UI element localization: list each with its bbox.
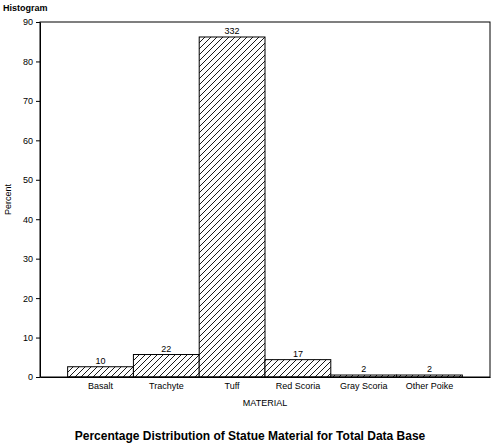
y-tick-mark: [36, 377, 40, 378]
y-tick: 90: [23, 17, 40, 27]
bars: [68, 37, 463, 377]
y-tick-label: 90: [23, 17, 33, 27]
count-label: 2: [427, 364, 432, 374]
y-tick: 80: [23, 57, 40, 67]
chart-title: Percentage Distribution of Statue Materi…: [75, 429, 426, 443]
x-tick-label: Other Poike: [406, 381, 454, 391]
x-tick-label: Gray Scoria: [340, 381, 388, 391]
x-tick: Tuff: [225, 381, 241, 391]
count-labels: 10223321722: [96, 26, 432, 374]
bar: [133, 355, 199, 377]
y-tick-label: 30: [23, 254, 33, 264]
y-tick: 20: [23, 293, 40, 303]
y-axis: 0 10 20 30 40 50 60 70 80 90: [23, 17, 41, 382]
y-tick-mark: [36, 219, 40, 220]
count-label: 332: [225, 26, 240, 36]
x-tick-label: Trachyte: [149, 381, 184, 391]
x-tick-label: Basalt: [88, 381, 114, 391]
y-tick-mark: [36, 61, 40, 62]
y-axis-line: [40, 23, 41, 378]
y-tick-label: 50: [23, 175, 33, 185]
y-tick: 30: [23, 254, 40, 264]
y-tick-label: 0: [28, 372, 33, 382]
x-tick-label: Tuff: [225, 381, 241, 391]
y-tick-label: 10: [23, 333, 33, 343]
chart-container: 0 10 20 30 40 50 60 70 80 90 Basalt Trachyte Tuff Red…: [0, 0, 500, 448]
y-tick: 60: [23, 136, 40, 146]
plot: 0 10 20 30 40 50 60 70 80 90 Basalt Trachyte Tuff Red…: [23, 17, 491, 391]
y-tick: 10: [23, 333, 40, 343]
y-tick: 70: [23, 96, 40, 106]
x-tick: Gray Scoria: [340, 381, 388, 391]
y-tick-mark: [36, 338, 40, 339]
chart-svg: 0 10 20 30 40 50 60 70 80 90 Basalt Trachyte Tuff Red…: [0, 0, 500, 448]
x-axis-line: [41, 377, 491, 378]
x-tick: Red Scoria: [276, 381, 321, 391]
x-tick: Trachyte: [149, 381, 184, 391]
y-tick: 0: [28, 372, 40, 382]
plot-frame: [40, 22, 490, 377]
x-axis-title: MATERIAL: [243, 398, 287, 408]
y-axis-title: Percent: [3, 183, 13, 215]
y-tick-mark: [36, 180, 40, 181]
x-tick: Other Poike: [406, 381, 454, 391]
y-tick: 40: [23, 215, 40, 225]
bar: [199, 37, 265, 377]
y-tick-label: 70: [23, 96, 33, 106]
y-tick-label: 60: [23, 136, 33, 146]
x-tick-label: Red Scoria: [276, 381, 321, 391]
y-tick-mark: [36, 259, 40, 260]
bar: [68, 367, 134, 377]
x-tick: Basalt: [88, 381, 114, 391]
x-axis: Basalt Trachyte Tuff Red Scoria Gray Scoria O…: [41, 378, 491, 392]
y-tick-mark: [36, 140, 40, 141]
count-label: 17: [293, 349, 303, 359]
y-tick-mark: [36, 22, 40, 23]
count-label: 2: [361, 364, 366, 374]
y-tick-mark: [36, 101, 40, 102]
y-tick: 50: [23, 175, 40, 185]
y-tick-label: 20: [23, 293, 33, 303]
count-label: 10: [96, 356, 106, 366]
annotation: Histogram: [3, 3, 48, 13]
count-label: 22: [161, 344, 171, 354]
page: {"chart_data": {"type": "bar", "title": …: [0, 0, 500, 448]
y-tick-label: 40: [23, 215, 33, 225]
y-tick-label: 80: [23, 57, 33, 67]
bar: [265, 360, 331, 377]
y-tick-mark: [36, 298, 40, 299]
